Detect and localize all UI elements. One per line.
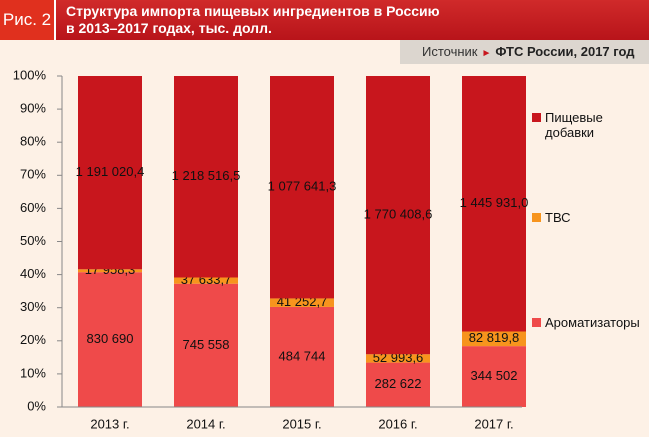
bar-segment xyxy=(270,298,334,307)
bar-segment xyxy=(78,76,142,270)
bar-segment xyxy=(270,76,334,299)
bar-segment xyxy=(174,277,238,284)
y-tick-label: 50% xyxy=(20,233,46,248)
bar-segment xyxy=(78,272,142,407)
data-label: 830 690 xyxy=(87,331,134,346)
y-tick-label: 30% xyxy=(20,299,46,314)
y-tick-label: 0% xyxy=(27,398,46,413)
data-label: 1 218 516,5 xyxy=(172,168,241,183)
bar-segment xyxy=(78,269,142,273)
data-label: 282 622 xyxy=(375,376,422,391)
legend-swatch xyxy=(532,113,541,122)
title-line: Структура импорта пищевых ингредиентов в… xyxy=(66,3,440,19)
legend-swatch xyxy=(532,318,541,327)
data-label: 745 558 xyxy=(183,337,230,352)
y-tick-label: 60% xyxy=(20,200,46,215)
source-text: ФТС России, 2017 год xyxy=(495,44,635,59)
bar-segment xyxy=(174,76,238,278)
data-label: 344 502 xyxy=(471,368,518,383)
bar-segment xyxy=(174,283,238,407)
legend-label: Ароматизаторы xyxy=(545,315,640,330)
y-tick-label: 90% xyxy=(20,101,46,116)
header-band xyxy=(0,0,649,40)
data-label: 1 445 931,0 xyxy=(460,195,529,210)
bar-segment xyxy=(462,331,526,347)
x-tick-label: 2017 г. xyxy=(474,416,513,431)
x-tick-label: 2016 г. xyxy=(378,416,417,431)
data-label: 1 191 020,4 xyxy=(76,164,145,179)
data-label: 484 744 xyxy=(279,348,326,363)
y-tick-label: 20% xyxy=(20,332,46,347)
bar-segment xyxy=(366,362,430,407)
bar-segment xyxy=(366,354,430,363)
x-tick-label: 2014 г. xyxy=(186,416,225,431)
y-tick-label: 80% xyxy=(20,134,46,149)
y-tick-label: 70% xyxy=(20,167,46,182)
bar-segment xyxy=(366,76,430,355)
source-label: Источник xyxy=(422,44,478,59)
x-tick-label: 2015 г. xyxy=(282,416,321,431)
legend-label: Пищевые добавки xyxy=(545,110,603,140)
data-label: 1 770 408,6 xyxy=(364,207,433,222)
y-tick-label: 40% xyxy=(20,266,46,281)
title-line: в 2013–2017 годах, тыс. долл. xyxy=(66,20,272,36)
data-label: 82 819,8 xyxy=(469,330,520,345)
title: Структура импорта пищевых ингредиентов в… xyxy=(66,3,440,37)
bar-segment xyxy=(462,76,526,332)
legend-label: ТВС xyxy=(545,210,571,225)
bar-segment xyxy=(270,306,334,407)
bar-segment xyxy=(462,346,526,407)
x-tick-label: 2013 г. xyxy=(90,416,129,431)
y-tick-label: 100% xyxy=(13,67,47,82)
y-tick-label: 10% xyxy=(20,365,46,380)
source: Источник ► ФТС России, 2017 год xyxy=(400,40,649,64)
legend-swatch xyxy=(532,213,541,222)
figure-number: Рис. 2 xyxy=(0,0,56,40)
data-label: 1 077 641,3 xyxy=(268,179,337,194)
